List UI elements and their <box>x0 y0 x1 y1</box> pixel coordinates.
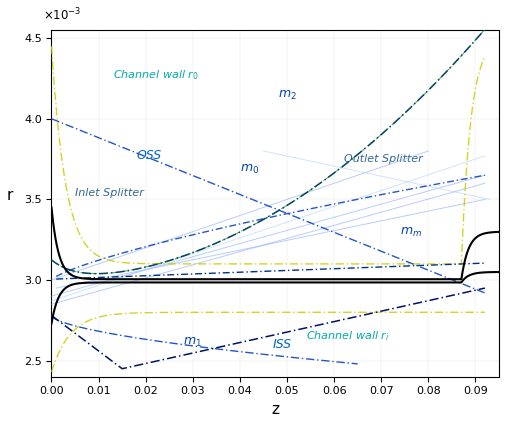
Text: Inlet Splitter: Inlet Splitter <box>75 188 143 198</box>
Text: $m_m$: $m_m$ <box>399 226 421 239</box>
X-axis label: z: z <box>271 402 279 417</box>
Text: Outlet Splitter: Outlet Splitter <box>343 154 422 165</box>
Text: OSS: OSS <box>136 149 161 162</box>
Text: Channel wall $r_0$: Channel wall $r_0$ <box>113 68 198 82</box>
Text: $m_2$: $m_2$ <box>277 89 296 102</box>
Text: $m_0$: $m_0$ <box>239 163 259 176</box>
Text: Channel wall $r_i$: Channel wall $r_i$ <box>306 330 389 343</box>
Y-axis label: r: r <box>7 188 13 204</box>
Text: $\times 10^{-3}$: $\times 10^{-3}$ <box>42 6 81 23</box>
Text: $m_1$: $m_1$ <box>183 335 202 349</box>
Text: ISS: ISS <box>272 338 291 351</box>
